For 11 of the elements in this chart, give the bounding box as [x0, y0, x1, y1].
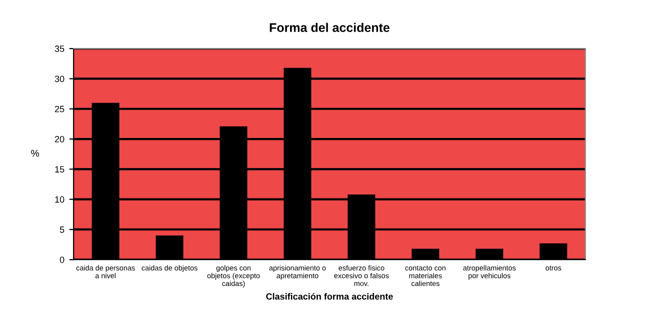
y-tick-label: 30 [54, 76, 64, 82]
y-tick-label: 35 [54, 46, 64, 52]
y-tick-label: 5 [60, 226, 64, 233]
y-tick-label: 20 [54, 136, 64, 142]
chart-title: Forma del accidente [270, 22, 390, 32]
x-axis-title: Clasificación forma accidente [266, 292, 393, 300]
y-tick-label: 15 [55, 166, 64, 173]
y-tick-label: 10 [55, 196, 64, 203]
y-tick-label: 25 [54, 106, 64, 112]
y-axis-title: % [31, 150, 40, 157]
y-tick-label: 0 [60, 256, 64, 263]
